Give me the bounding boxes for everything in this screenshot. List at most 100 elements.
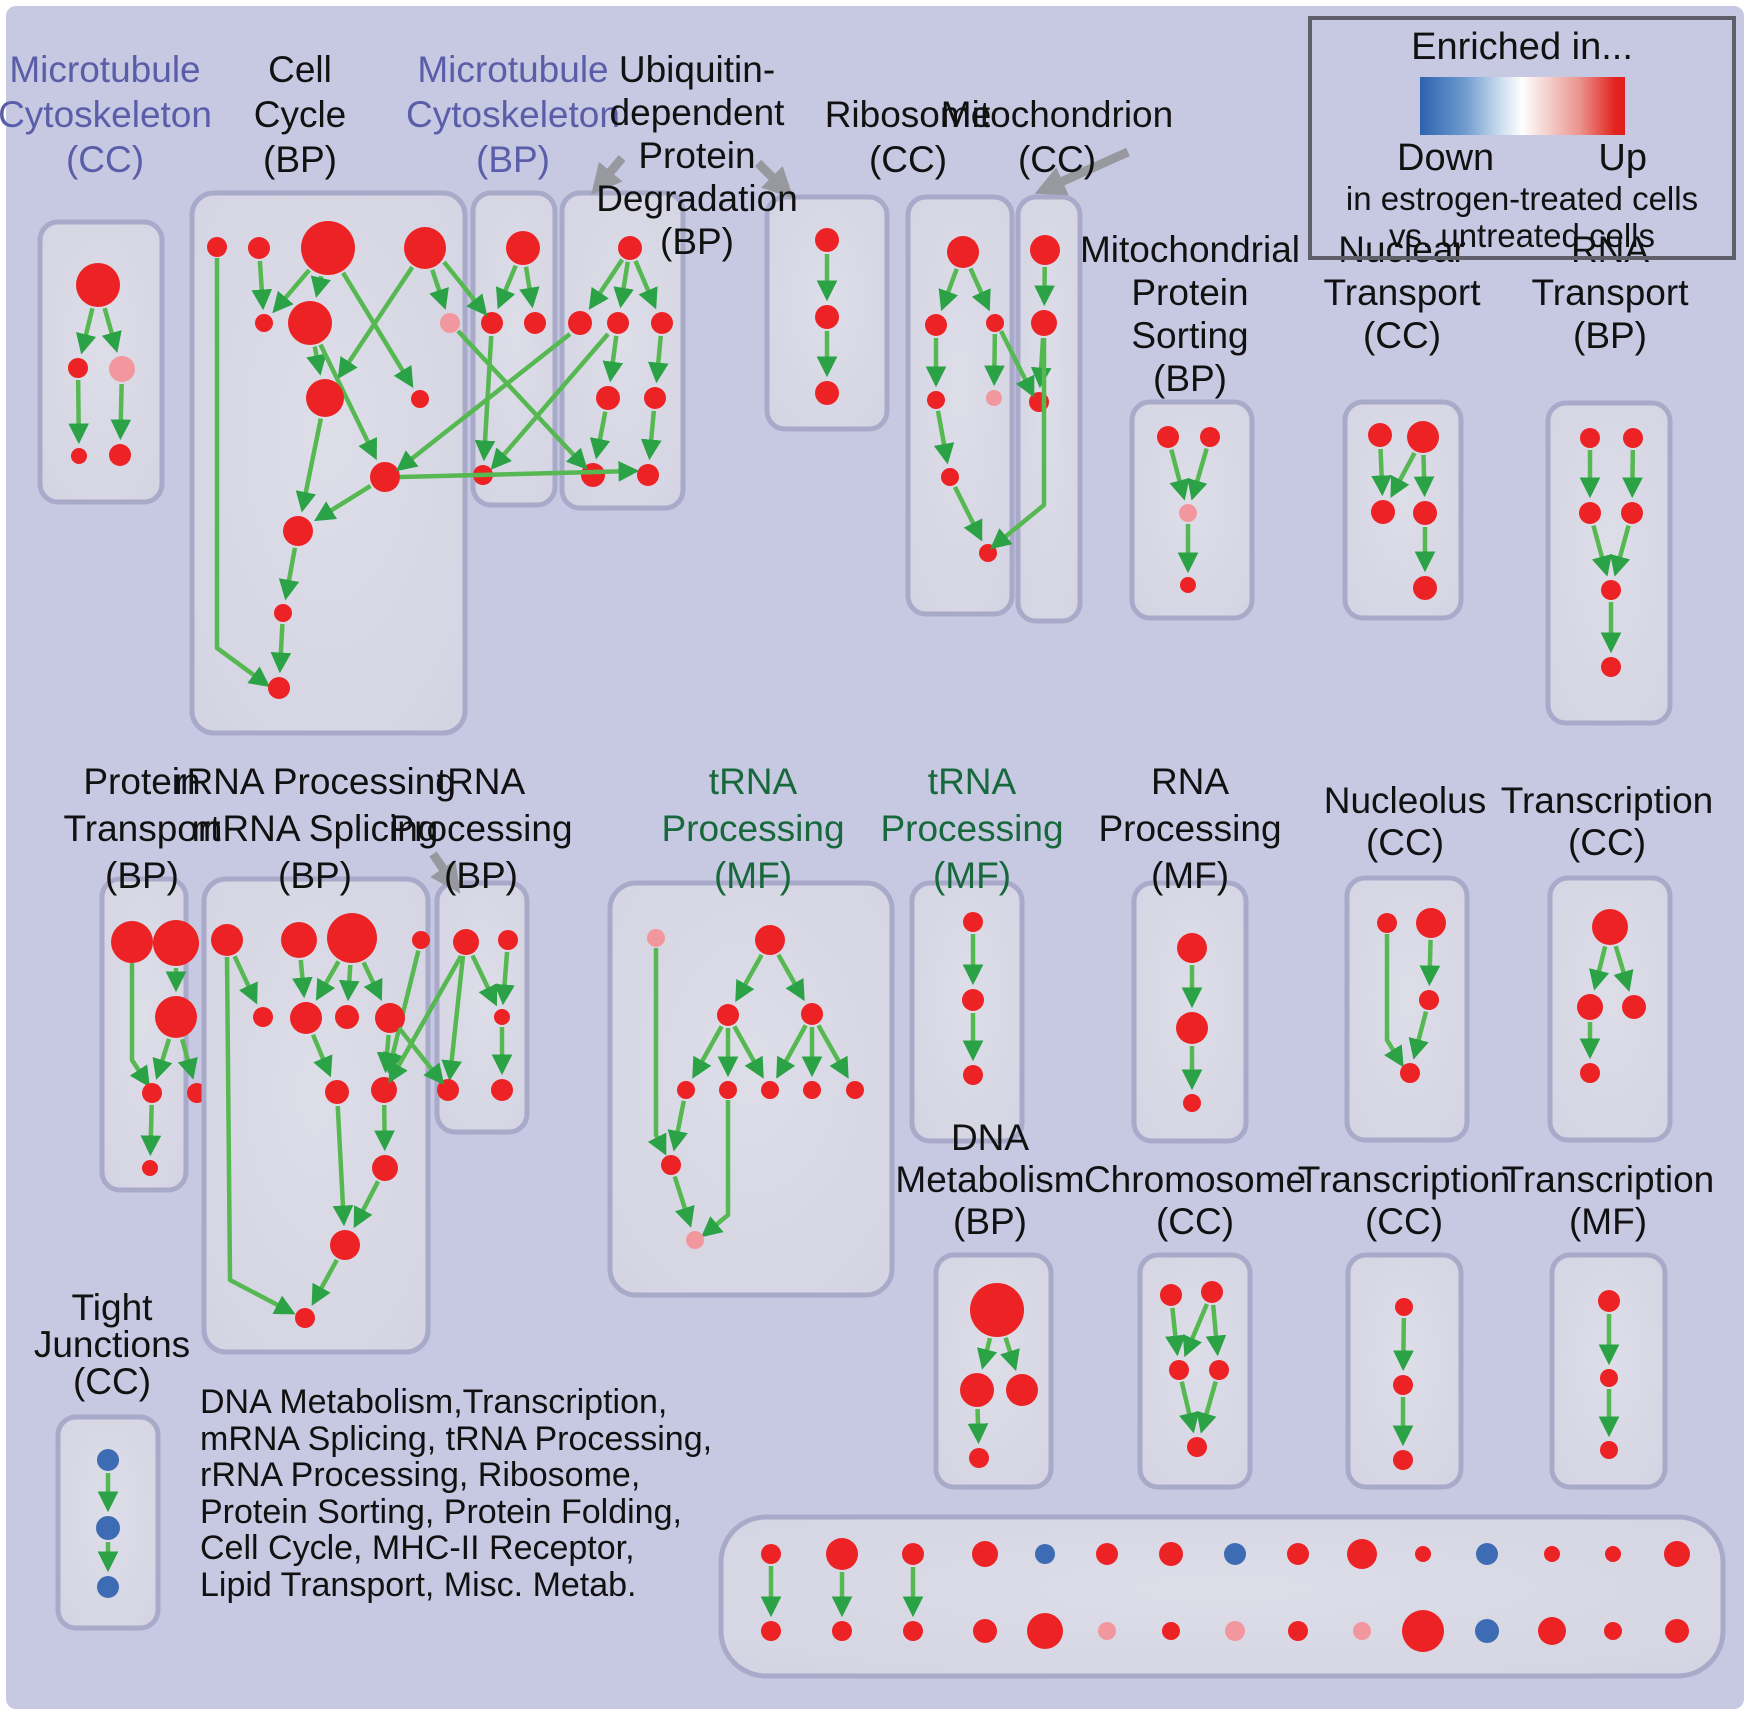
misc-text-line: mRNA Splicing, tRNA Processing, [200,1419,713,1458]
microtubule-cytoskeleton-bp-node-1 [481,312,503,334]
cluster-transcription-mf: Transcription(MF) [1502,1159,1714,1490]
transcription-cc-middle-node-0 [1592,909,1628,945]
microtubule-cytoskeleton-bp-node-0 [506,231,540,265]
ubiquitin-dependent-protein-degradation-bp-node-3 [651,312,673,334]
misc-categories-strip-node-11 [1476,1543,1498,1565]
tight-junctions-cc-node-1 [96,1516,120,1540]
rrna-processing-mrna-splicing-bp-edge-5 [310,1033,333,1078]
cell-cycle-bp-node-9 [370,462,400,492]
cell-cycle-bp-edge-8 [295,418,324,513]
cell-cycle-bp-node-2 [301,221,355,275]
trna-processing-mf-large-node-2 [717,1004,739,1026]
microtubule-cytoskeleton-bp-edge-2 [474,335,496,462]
cell-cycle-bp-label-line-2: (BP) [263,139,337,180]
nucleolus-cc-edge-2 [1384,934,1404,1068]
protein-transport-bp-label-line-0: Protein [83,761,200,802]
trna-processing-bp-node-2 [494,1009,510,1025]
dna-metabolism-bp-edge-2 [967,1408,989,1445]
dna-metabolism-bp-label-line-1: Metabolism [895,1159,1084,1200]
misc-categories-strip-node-7 [1224,1543,1246,1565]
rrna-processing-mrna-splicing-bp-node-0 [211,924,243,956]
ubiquitin-dependent-protein-degradation-bp-edge-4 [647,335,669,384]
trna-processing-bp-node-0 [453,929,479,955]
cluster-trna-processing-mf-large: tRNA Processing (MF) [607,761,895,1298]
mitochondrial-protein-sorting-bp-edge-0 [1169,448,1190,501]
trna-processing-mf-large-node-8 [846,1081,864,1099]
microtubule-cytoskeleton-cc-node-3 [71,448,87,464]
nuclear-transport-cc-label-line-2: (CC) [1363,315,1441,356]
rrna-processing-mrna-splicing-bp-node-6 [335,1005,359,1029]
cell-cycle-bp-edge-2 [310,275,331,298]
rrna-processing-mrna-splicing-bp-edge-0 [232,955,258,1005]
rna-processing-mf-node-0 [1177,933,1207,963]
trna-processing-bp-edge-3 [441,955,466,1082]
protein-transport-bp-edge-2 [177,1038,198,1080]
rrna-processing-mrna-splicing-bp-node-1 [281,922,317,958]
transcription-cc-middle-node-3 [1580,1063,1600,1083]
protein-transport-bp-edge-4 [129,963,150,1088]
microtubule-cytoskeleton-cc-edge-1 [101,307,122,353]
ubiquitin-dependent-protein-degradation-bp-edge-3 [602,335,624,383]
ribosome-cc-node-5 [941,468,959,486]
mitochondrial-protein-sorting-bp-node-2 [1179,504,1197,522]
trna-processing-bp-label-line-1: Processing [389,808,572,849]
ribosome-cc-label-line-0: Ribosome [825,94,992,135]
trna-processing-mf-large-edge-0 [735,953,764,1003]
ubiquitin-dependent-protein-degradation-bp-edge-6 [640,410,662,461]
microtubule-cytoskeleton-cc-label-line-0: Microtubule [9,49,200,90]
misc-text-line: Lipid Transport, Misc. Metab. [200,1565,637,1604]
ribosome-cc-edge-1 [968,267,991,312]
misc-categories-strip-node-0 [761,1544,781,1564]
trna-processing-mf-large-node-1 [755,925,785,955]
cluster-nucleolus-cc: Nucleolus(CC) [1324,780,1486,1143]
misc-categories-text: DNA Metabolism,Transcription, mRNA Splic… [200,1384,712,1603]
ubiquitin-dependent-protein-degradation-bp-edge-0 [588,258,625,310]
cell-cycle-bp-edge-5 [429,269,449,310]
trna-processing-bp-edge-1 [494,951,515,1006]
misc-text-line: Cell Cycle, MHC-II Receptor, [200,1529,635,1567]
protein-transport-bp-node-2 [155,996,197,1038]
rrna-processing-mrna-splicing-bp-node-12 [295,1308,315,1328]
mitochondrial-protein-sorting-bp-edge-1 [1187,447,1209,501]
rrna-processing-mrna-splicing-bp-edge-3 [338,964,360,1002]
rrna-processing-mrna-splicing-bp-edge-9 [374,1104,395,1152]
chromosome-cc-node-0 [1160,1284,1182,1306]
rrna-processing-mrna-splicing-bp-edge-10 [353,1180,381,1229]
mitochondrion-cc-pointer-arrow-0 [1034,147,1130,196]
protein-transport-bp-edge-1 [152,1038,173,1080]
rna-transport-bp-node-3 [1621,502,1643,524]
rna-processing-mf-label-line-1: Processing [1098,808,1281,849]
misc-categories-strip-node-17 [903,1621,923,1641]
rrna-processing-mrna-splicing-bp-node-5 [290,1002,322,1034]
ubiquitin-dependent-protein-degradation-bp-label-line-2: Protein [638,135,755,176]
nuclear-transport-cc-edge-1 [1390,451,1417,499]
microtubule-cytoskeleton-cc-edge-0 [76,307,97,355]
trna-processing-bp-node-3 [437,1079,459,1101]
ubiquitin-dependent-protein-degradation-bp-node-10 [815,381,839,405]
nuclear-transport-cc-edge-2 [1413,454,1435,498]
cluster-rrna-processing-mrna-splicing-bp: rRNA Processing mRNA Splicing (BP) [174,761,456,1355]
rrna-processing-mrna-splicing-bp-label-line-0: rRNA Processing [174,761,456,802]
ubiquitin-dependent-protein-degradation-bp-edge-2 [633,259,658,310]
ubiquitin-dependent-protein-degradation-bp-edge-1 [613,261,634,309]
trna-processing-bp-pointer-arrow-0 [429,851,461,894]
cluster-transcription-cc-bottom: Transcription(CC) [1298,1159,1510,1490]
protein-transport-bp-node-1 [153,920,199,966]
rna-processing-mf-node-2 [1183,1094,1201,1112]
legend-up-label: Up [1598,137,1647,179]
misc-categories-strip-node-23 [1288,1621,1308,1641]
microtubule-cytoskeleton-bp-label-line-1: Cytoskeleton [406,94,620,135]
rrna-processing-mrna-splicing-bp-label-line-2: (BP) [278,855,352,896]
misc-text-line: rRNA Processing, Ribosome, [200,1456,641,1494]
trna-processing-mf-small-box-0 [909,880,1025,1144]
misc-categories-strip-node-13 [1605,1546,1621,1562]
transcription-cc-bottom-label-line-1: (CC) [1365,1201,1443,1242]
misc-categories-strip-node-8 [1287,1543,1309,1565]
ribosome-cc-node-2 [986,314,1004,332]
microtubule-cytoskeleton-cc-edge-2 [68,379,89,445]
trna-processing-bp-label-line-0: tRNA [437,761,526,802]
cell-cycle-bp-edge-11 [270,623,292,674]
nucleolus-cc-box-0 [1344,875,1470,1143]
